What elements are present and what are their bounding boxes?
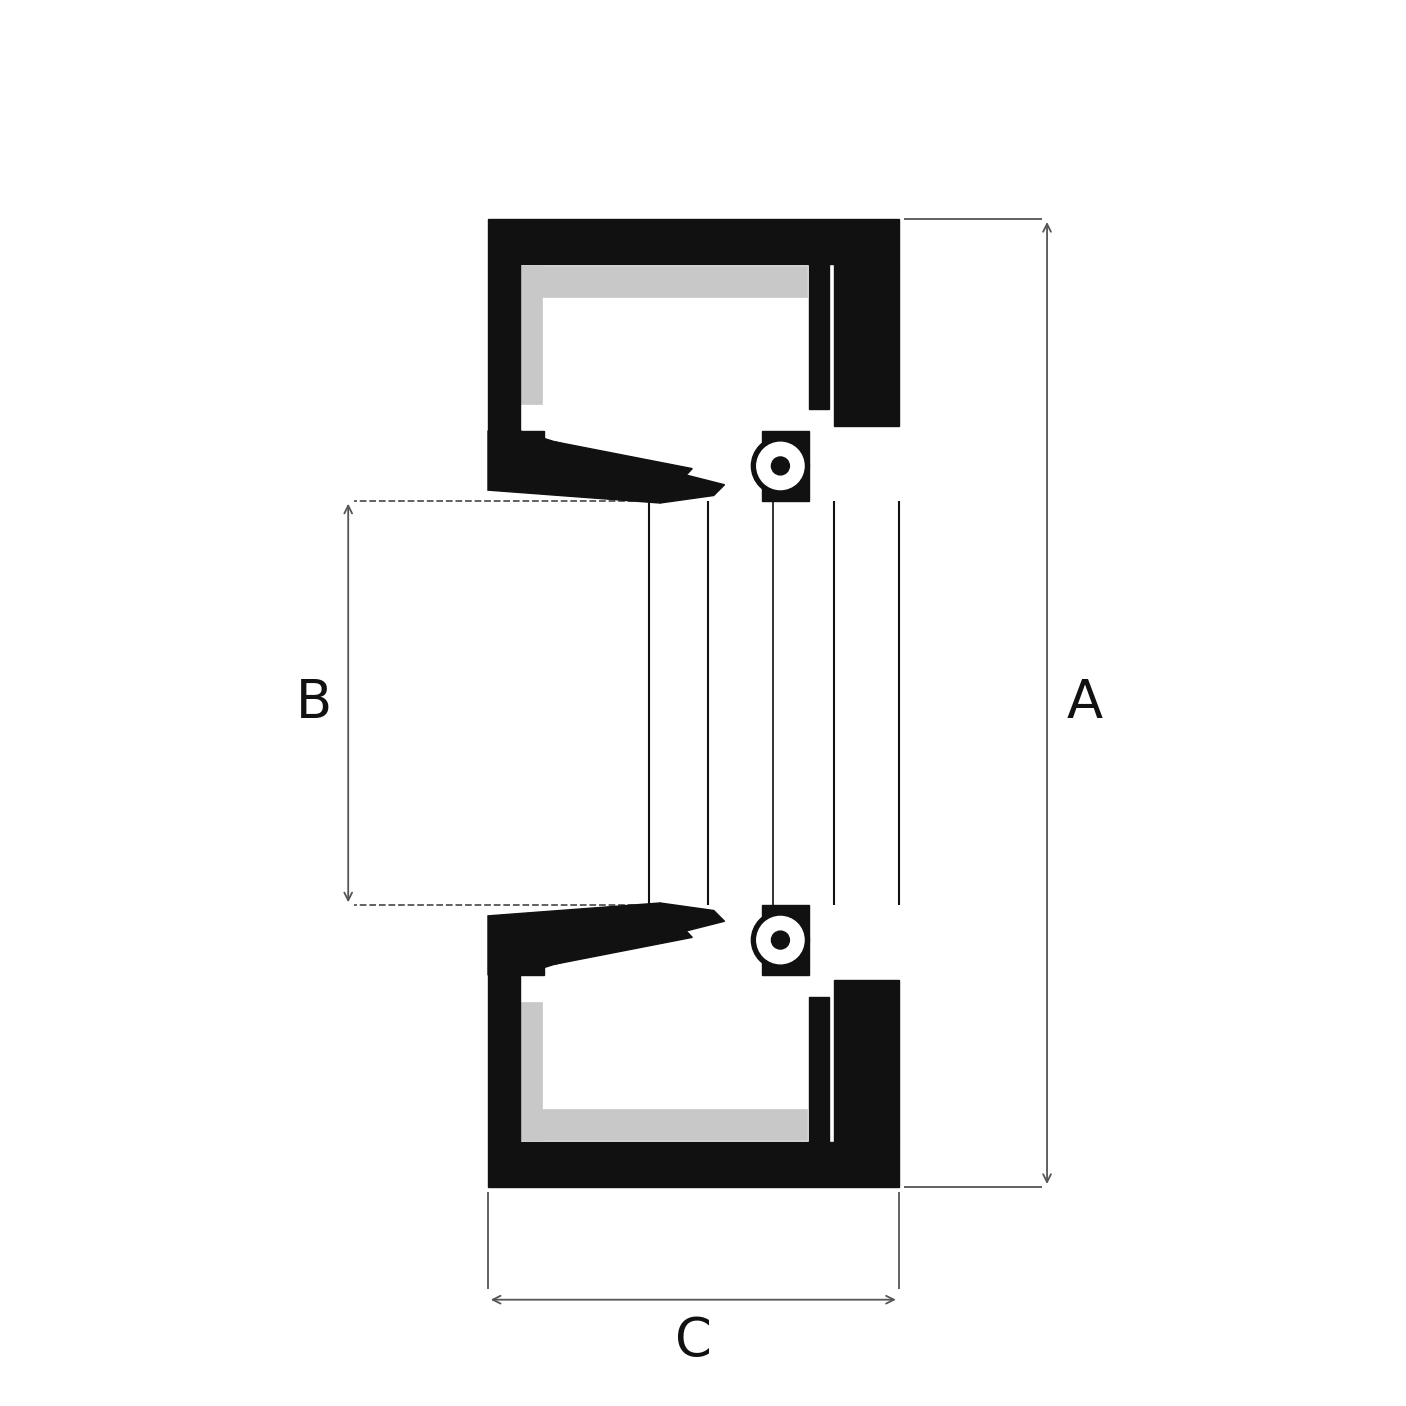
Circle shape: [756, 917, 804, 963]
Text: B: B: [295, 678, 332, 728]
Circle shape: [756, 443, 804, 489]
Polygon shape: [834, 980, 898, 1142]
Polygon shape: [810, 997, 828, 1142]
Polygon shape: [512, 1002, 541, 1139]
Polygon shape: [834, 264, 898, 426]
Polygon shape: [520, 962, 544, 974]
Text: C: C: [675, 1315, 711, 1367]
Polygon shape: [762, 432, 810, 501]
Text: A: A: [1067, 678, 1102, 728]
Polygon shape: [512, 267, 541, 404]
Polygon shape: [554, 441, 724, 503]
Circle shape: [751, 437, 810, 495]
Polygon shape: [488, 432, 692, 503]
Polygon shape: [762, 905, 810, 974]
Circle shape: [772, 457, 789, 475]
Polygon shape: [520, 432, 544, 444]
Polygon shape: [488, 264, 520, 432]
Polygon shape: [512, 267, 807, 297]
Polygon shape: [512, 1109, 807, 1139]
Circle shape: [751, 911, 810, 969]
Polygon shape: [488, 1142, 898, 1187]
Polygon shape: [488, 903, 692, 974]
Circle shape: [772, 931, 789, 949]
Polygon shape: [554, 903, 724, 965]
Polygon shape: [810, 264, 828, 409]
Polygon shape: [488, 219, 898, 264]
Polygon shape: [488, 974, 520, 1142]
